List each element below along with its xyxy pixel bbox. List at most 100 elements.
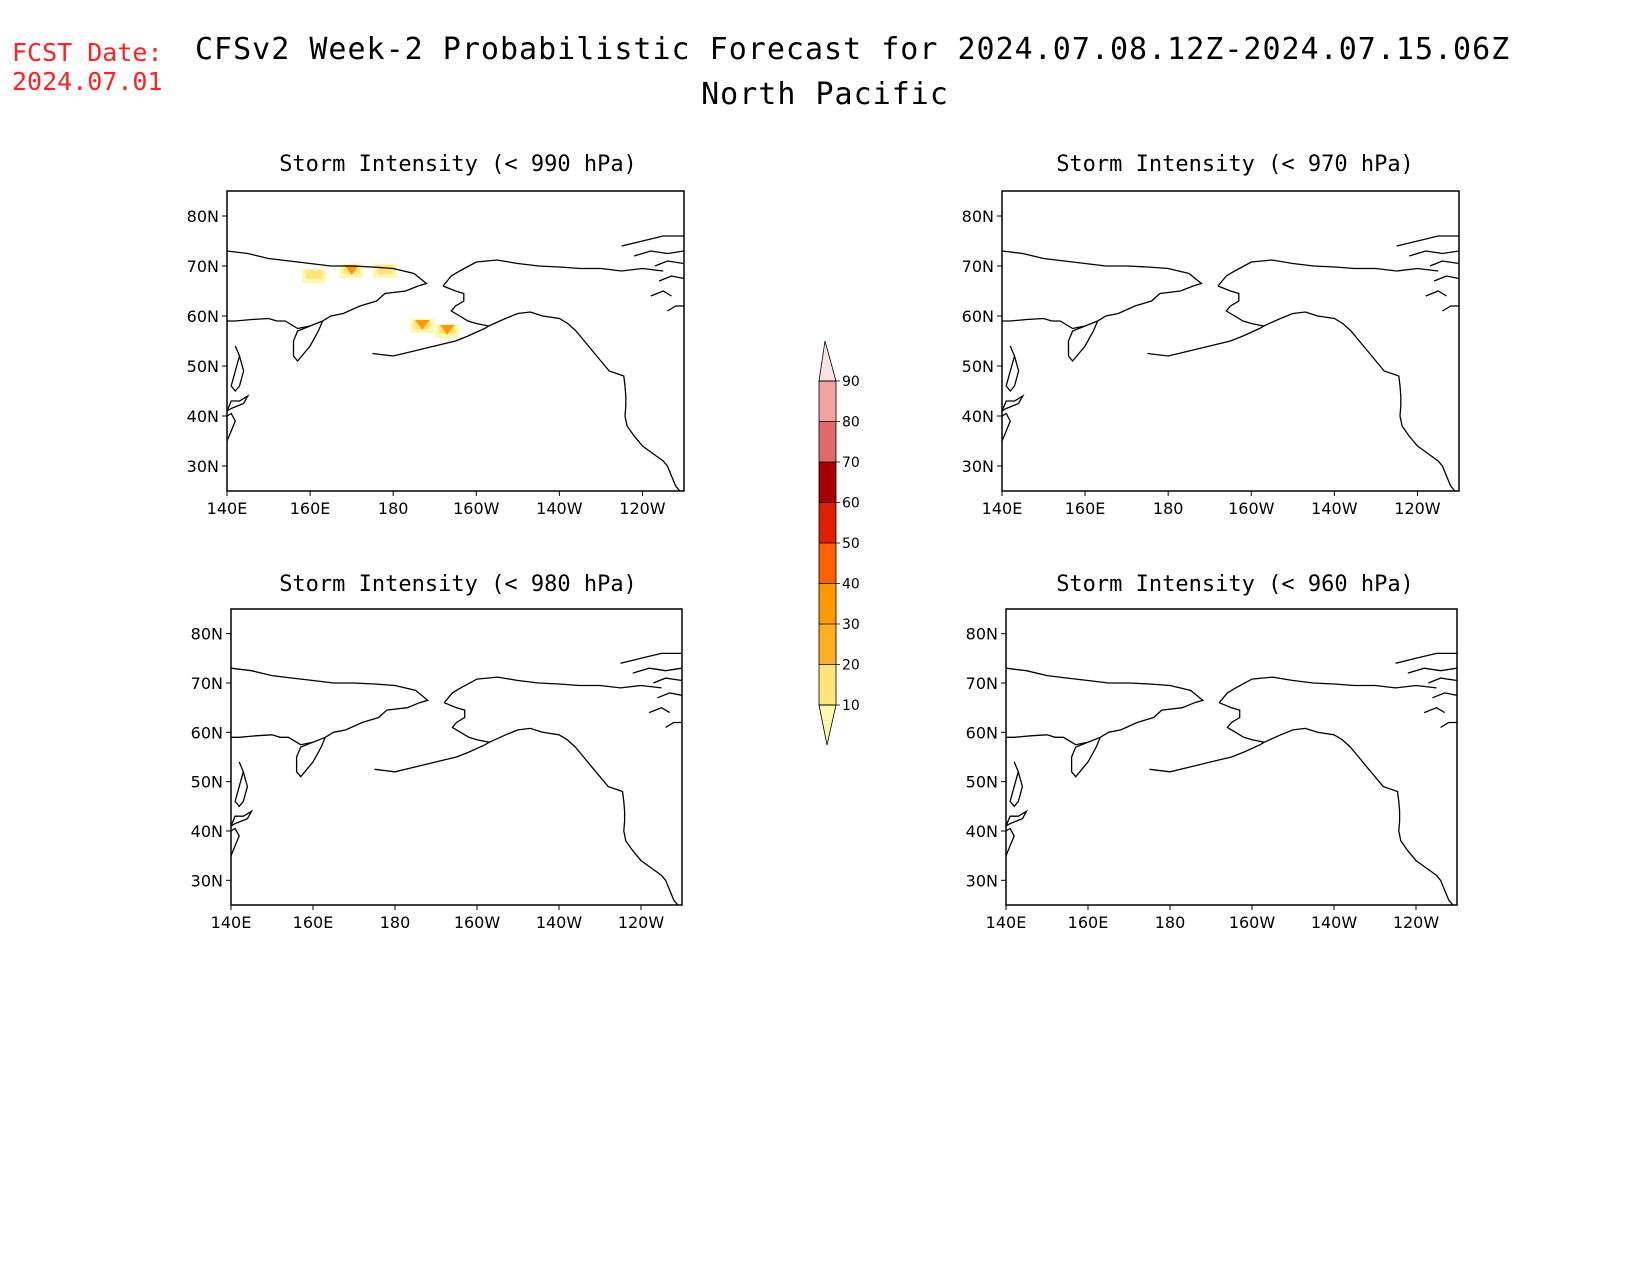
coastline-12 [658,275,684,282]
coastline-7 [1147,340,1231,357]
coastline-3 [1006,809,1029,827]
lat-label: 60N [187,307,219,326]
map-frame [230,608,683,906]
lat-label: 30N [187,457,219,476]
map-panel-960: 80N 70N 60N 50N 40N 30N 140E 160E 180 160W 140W 120… [966,608,1458,932]
coastline-2 [230,345,245,393]
coastline-12 [1432,692,1457,699]
lat-label: 80N [187,207,219,226]
coastline-4 [227,412,237,442]
prob-patch-mid-4 [305,270,323,279]
lat-label: 70N [962,257,994,276]
lat-label: 70N [187,257,219,276]
coastline-9 [1395,652,1457,664]
map-panel-990: 80N 70N 60N 50N 40N 30N 140E 160E 180 160W 140W 120… [187,190,685,518]
coastline-6 [442,285,491,342]
coastline-8 [488,311,681,491]
lon-label: 160E [1065,499,1106,518]
coastline-8 [1263,311,1456,491]
colorbar-label: 90 [842,374,860,390]
coastline-3 [227,394,250,412]
prob-patch-core-0 [344,265,359,275]
lon-label: 140E [207,499,248,518]
coastline-0 [227,250,428,330]
lat-label: 70N [191,674,223,693]
lat-label: 60N [191,723,223,742]
panel-title-960: Storm Intensity (< 960 hPa) [1056,572,1414,597]
coastline-9 [620,652,682,664]
coastline-14 [665,721,682,728]
map-frame [1005,608,1458,906]
colorbar-box [819,583,836,624]
coastline-1 [292,320,324,363]
colorbar-label: 20 [842,658,860,674]
lon-label: 140W [1311,913,1358,932]
coastline-4 [231,827,240,856]
lon-label: 120W [618,913,665,932]
coastline-1 [1070,737,1101,778]
coastline-5 [1217,259,1439,287]
panel-title-990: Storm Intensity (< 990 hPa) [279,152,637,177]
prob-patch-core-2 [440,325,455,335]
coastline-5 [1218,676,1437,704]
coastline-4 [1006,827,1015,856]
lat-label: 80N [191,625,223,644]
coastlines [1002,235,1459,491]
coastline-12 [657,692,682,699]
lat-label: 50N [187,357,219,376]
lat-label: 40N [966,822,998,841]
lat-label: 50N [191,773,223,792]
lon-label: 120W [619,499,666,518]
lon-label: 140W [1311,499,1358,518]
lon-label: 140W [536,499,583,518]
lat-label: 60N [962,307,994,326]
coastline-1 [295,737,326,778]
lon-label: 160W [454,913,501,932]
map-frame [1001,190,1460,492]
coastline-14 [1442,305,1459,312]
forecast-date-block: FCST Date: 2024.07.01 [12,38,163,96]
lat-label: 80N [962,207,994,226]
lat-label: 50N [966,773,998,792]
fcst-date-value: 2024.07.01 [12,67,163,96]
main-title: CFSv2 Week-2 Probabilistic Forecast for … [195,32,1511,67]
lat-label: 50N [962,357,994,376]
prob-patch-mid-3 [376,265,394,274]
lon-label: 160E [290,499,331,518]
lon-label: 140E [986,913,1027,932]
coastline-11 [1428,677,1457,684]
colorbar-label: 70 [842,455,860,471]
coastline-7 [372,340,456,357]
coastline-13 [1423,706,1446,714]
lon-label: 140W [536,913,583,932]
colorbar-box [819,421,836,462]
colorbar-box [819,664,836,705]
colorbar-label: 60 [842,496,860,512]
coastline-11 [654,260,684,267]
colorbar-box [819,624,836,665]
map-panel-970: 80N 70N 60N 50N 40N 30N 140E 160E 180 160W 140W 120… [962,190,1460,518]
lon-label: 180 [1155,913,1186,932]
lon-label: 140E [982,499,1023,518]
coastline-11 [653,677,682,684]
coastline-12 [1433,275,1459,282]
colorbar-box [819,502,836,543]
lon-label: 120W [1394,499,1441,518]
coastline-14 [1440,721,1457,728]
colorbar-box [819,462,836,503]
coastline-5 [442,259,664,287]
coastline-6 [1218,702,1267,758]
coastline-5 [443,676,662,704]
coastline-14 [667,305,684,312]
coastline-6 [1217,285,1266,342]
coastline-10 [1407,667,1457,674]
lat-label: 40N [191,822,223,841]
lat-label: 30N [962,457,994,476]
coastlines [1006,652,1457,905]
coastline-2 [234,761,249,808]
coastline-9 [1396,235,1459,247]
lat-label: 30N [966,871,998,890]
lon-label: 160W [1229,913,1276,932]
colorbar: 90 80 70 60 50 40 30 20 10 [818,340,860,746]
